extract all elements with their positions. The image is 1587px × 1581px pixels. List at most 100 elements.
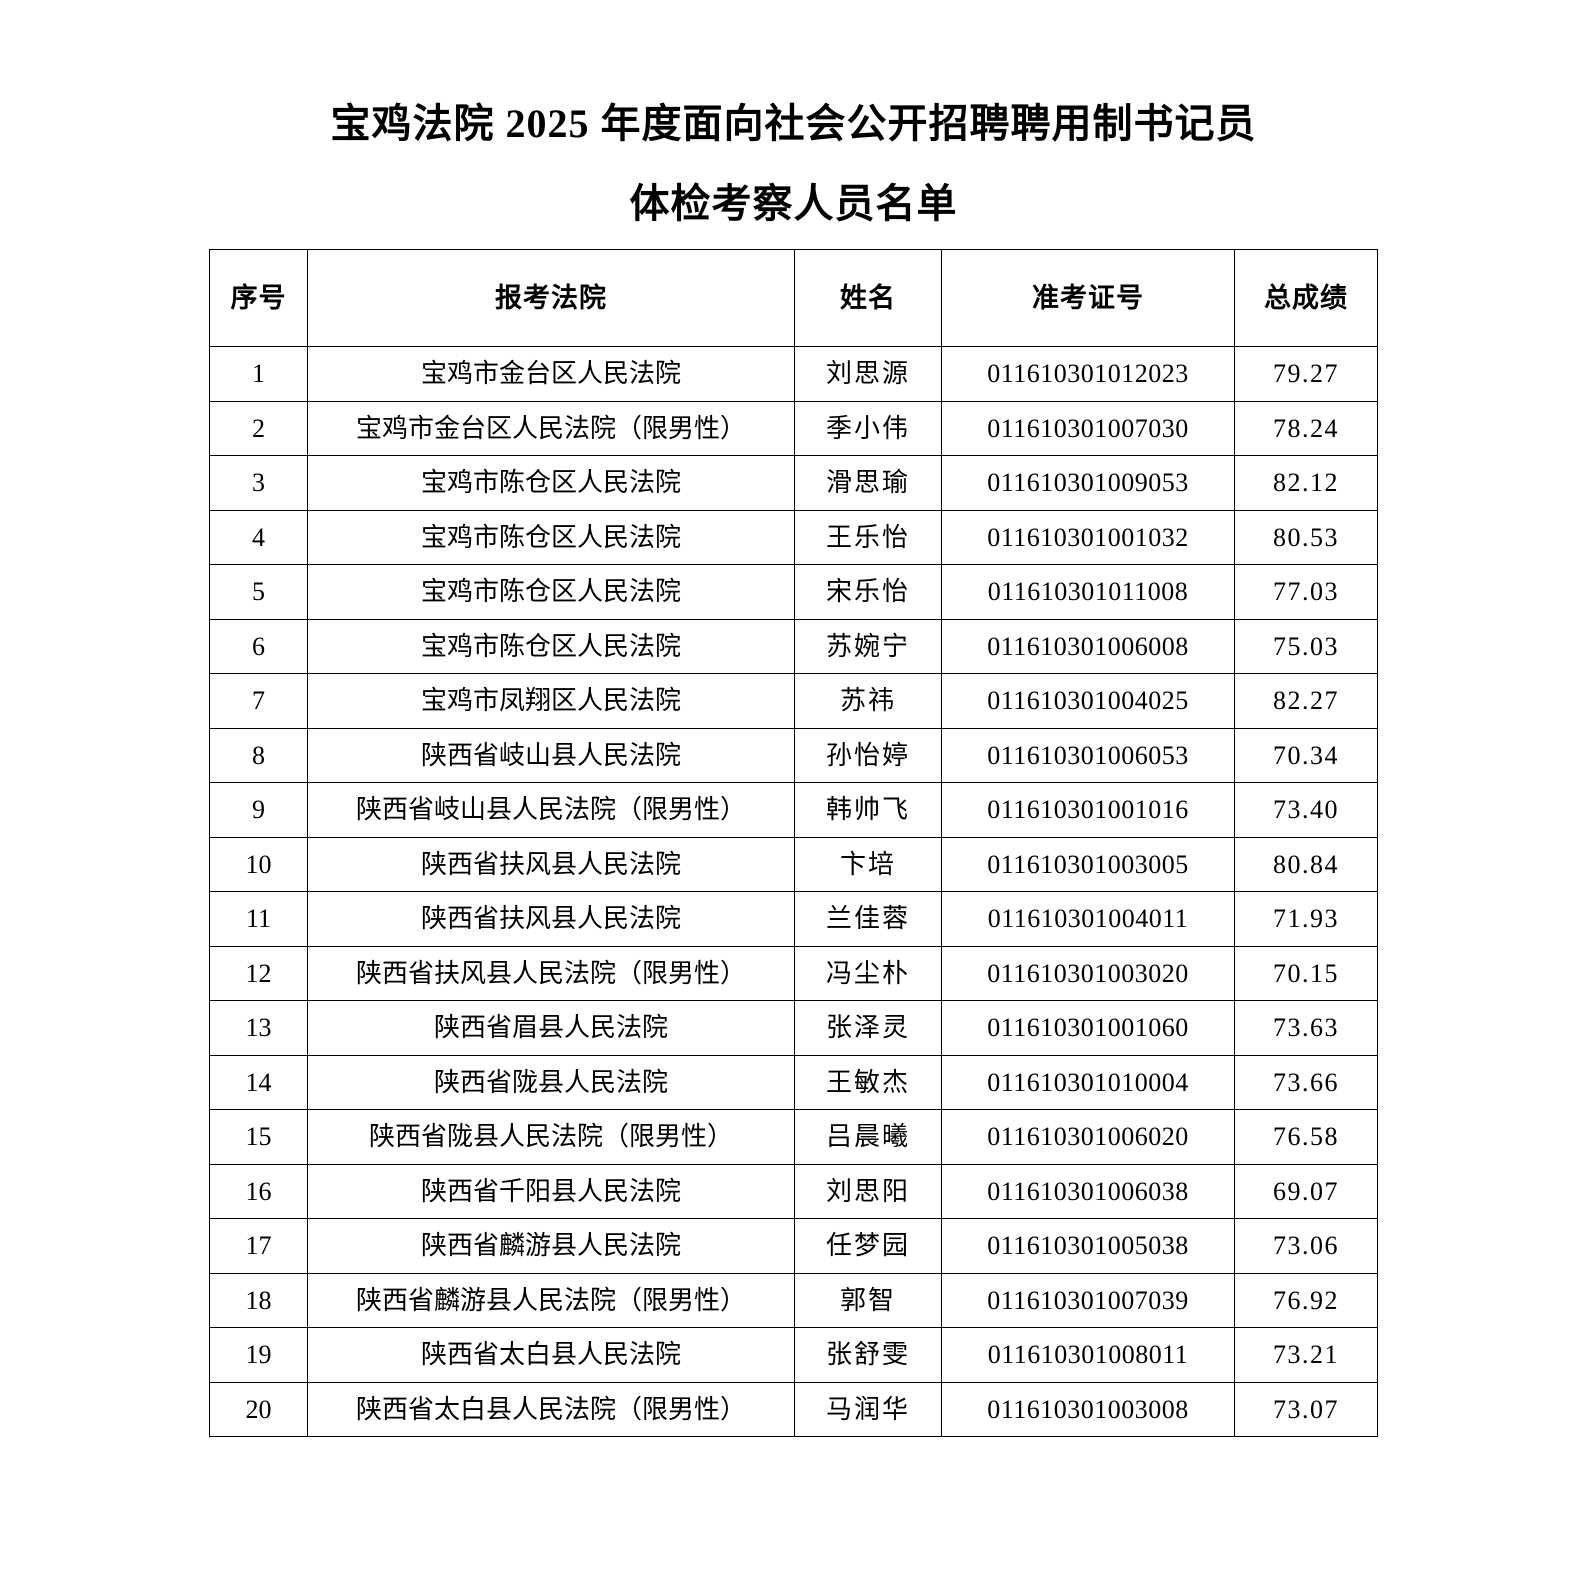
cell-score: 69.07: [1234, 1163, 1378, 1219]
cell-court: 陕西省眉县人民法院: [307, 1000, 795, 1056]
cell-court: 宝鸡市陈仓区人民法院: [307, 455, 795, 511]
table-header-row: 序号 报考法院 姓名 准考证号 总成绩: [209, 249, 1378, 347]
cell-ticket: 011610301007039: [941, 1272, 1235, 1328]
cell-ticket: 011610301001016: [941, 782, 1235, 838]
cell-ticket: 011610301010004: [941, 1054, 1235, 1110]
cell-court: 陕西省陇县人民法院（限男性）: [307, 1109, 795, 1165]
cell-index: 1: [209, 346, 308, 402]
cell-court: 陕西省太白县人民法院: [307, 1327, 795, 1383]
cell-court: 陕西省扶风县人民法院: [307, 836, 795, 892]
cell-name: 滑思瑜: [794, 455, 942, 511]
cell-score: 73.06: [1234, 1218, 1378, 1274]
table-body: 1 宝鸡市金台区人民法院 刘思源 011610301012023 79.27 2 宝鸡市金台…: [209, 346, 1378, 1437]
table-row: 13 陕西省眉县人民法院 张泽灵 011610301001060 73.63: [209, 1000, 1378, 1056]
cell-name: 刘思阳: [794, 1163, 942, 1219]
page-title-line-2: 体检考察人员名单: [629, 181, 958, 226]
cell-ticket: 011610301006020: [941, 1109, 1235, 1165]
cell-name: 张舒雯: [794, 1327, 942, 1383]
roster-table-container: 序号 报考法院 姓名 准考证号 总成绩 1 宝鸡市金台区人民法院 刘思源 011610…: [209, 224, 1379, 1437]
cell-court: 宝鸡市金台区人民法院: [307, 346, 795, 402]
cell-index: 8: [209, 727, 308, 783]
cell-name: 兰佳蓉: [794, 891, 942, 947]
cell-ticket: 011610301001060: [941, 1000, 1235, 1056]
cell-ticket: 011610301011008: [941, 564, 1235, 620]
cell-court: 陕西省麟游县人民法院（限男性）: [307, 1272, 795, 1328]
cell-index: 13: [209, 1000, 308, 1056]
cell-court: 陕西省太白县人民法院（限男性）: [307, 1381, 795, 1437]
cell-score: 78.24: [1234, 400, 1378, 456]
cell-index: 15: [209, 1109, 308, 1165]
cell-score: 75.03: [1234, 618, 1378, 674]
cell-score: 73.21: [1234, 1327, 1378, 1383]
column-header-ticket: 准考证号: [941, 249, 1235, 347]
cell-ticket: 011610301012023: [941, 346, 1235, 402]
cell-ticket: 011610301006008: [941, 618, 1235, 674]
table-row: 17 陕西省麟游县人民法院 任梦园 011610301005038 73.06: [209, 1218, 1378, 1274]
cell-court: 陕西省扶风县人民法院（限男性）: [307, 945, 795, 1001]
cell-score: 73.63: [1234, 1000, 1378, 1056]
cell-court: 宝鸡市陈仓区人民法院: [307, 564, 795, 620]
cell-index: 5: [209, 564, 308, 620]
table-header: 序号 报考法院 姓名 准考证号 总成绩: [209, 249, 1378, 347]
cell-court: 宝鸡市金台区人民法院（限男性）: [307, 400, 795, 456]
cell-score: 73.40: [1234, 782, 1378, 838]
cell-score: 82.27: [1234, 673, 1378, 729]
table-row: 10 陕西省扶风县人民法院 卞培 011610301003005 80.84: [209, 836, 1378, 892]
cell-name: 卞培: [794, 836, 942, 892]
table-row: 8 陕西省岐山县人民法院 孙怡婷 011610301006053 70.34: [209, 727, 1378, 783]
cell-score: 80.53: [1234, 509, 1378, 565]
table-row: 15 陕西省陇县人民法院（限男性） 吕晨曦 011610301006020 76.58: [209, 1109, 1378, 1165]
table-row: 4 宝鸡市陈仓区人民法院 王乐怡 011610301001032 80.53: [209, 509, 1378, 565]
cell-court: 陕西省千阳县人民法院: [307, 1163, 795, 1219]
column-header-index: 序号: [209, 249, 308, 347]
cell-court: 陕西省陇县人民法院: [307, 1054, 795, 1110]
cell-ticket: 011610301005038: [941, 1218, 1235, 1274]
cell-name: 郭智: [794, 1272, 942, 1328]
cell-score: 82.12: [1234, 455, 1378, 511]
cell-name: 韩帅飞: [794, 782, 942, 838]
cell-name: 马润华: [794, 1381, 942, 1437]
cell-ticket: 011610301003020: [941, 945, 1235, 1001]
cell-name: 季小伟: [794, 400, 942, 456]
cell-index: 7: [209, 673, 308, 729]
cell-ticket: 011610301007030: [941, 400, 1235, 456]
cell-score: 70.34: [1234, 727, 1378, 783]
cell-court: 陕西省岐山县人民法院（限男性）: [307, 782, 795, 838]
column-header-score: 总成绩: [1234, 249, 1378, 347]
cell-ticket: 011610301001032: [941, 509, 1235, 565]
table-row: 20 陕西省太白县人民法院（限男性） 马润华 011610301003008 73.07: [209, 1381, 1378, 1437]
cell-index: 19: [209, 1327, 308, 1383]
table-row: 14 陕西省陇县人民法院 王敏杰 011610301010004 73.66: [209, 1054, 1378, 1110]
table-row: 5 宝鸡市陈仓区人民法院 宋乐怡 011610301011008 77.03: [209, 564, 1378, 620]
table-row: 18 陕西省麟游县人民法院（限男性） 郭智 011610301007039 76.92: [209, 1272, 1378, 1328]
cell-index: 9: [209, 782, 308, 838]
cell-ticket: 011610301003005: [941, 836, 1235, 892]
cell-index: 18: [209, 1272, 308, 1328]
roster-table: 序号 报考法院 姓名 准考证号 总成绩 1 宝鸡市金台区人民法院 刘思源 011610…: [209, 249, 1378, 1437]
table-row: 19 陕西省太白县人民法院 张舒雯 011610301008011 73.21: [209, 1327, 1378, 1383]
cell-name: 任梦园: [794, 1218, 942, 1274]
table-row: 11 陕西省扶风县人民法院 兰佳蓉 011610301004011 71.93: [209, 891, 1378, 947]
cell-index: 16: [209, 1163, 308, 1219]
table-row: 9 陕西省岐山县人民法院（限男性） 韩帅飞 011610301001016 73.40: [209, 782, 1378, 838]
table-row: 1 宝鸡市金台区人民法院 刘思源 011610301012023 79.27: [209, 346, 1378, 402]
cell-name: 冯尘朴: [794, 945, 942, 1001]
cell-score: 77.03: [1234, 564, 1378, 620]
table-row: 3 宝鸡市陈仓区人民法院 滑思瑜 011610301009053 82.12: [209, 455, 1378, 511]
cell-index: 3: [209, 455, 308, 511]
cell-ticket: 011610301004025: [941, 673, 1235, 729]
cell-index: 4: [209, 509, 308, 565]
cell-score: 79.27: [1234, 346, 1378, 402]
cell-court: 宝鸡市凤翔区人民法院: [307, 673, 795, 729]
cell-ticket: 011610301004011: [941, 891, 1235, 947]
table-row: 7 宝鸡市凤翔区人民法院 苏祎 011610301004025 82.27: [209, 673, 1378, 729]
cell-ticket: 011610301003008: [941, 1381, 1235, 1437]
cell-name: 苏祎: [794, 673, 942, 729]
cell-ticket: 011610301006038: [941, 1163, 1235, 1219]
cell-court: 陕西省麟游县人民法院: [307, 1218, 795, 1274]
cell-ticket: 011610301008011: [941, 1327, 1235, 1383]
cell-index: 2: [209, 400, 308, 456]
cell-index: 14: [209, 1054, 308, 1110]
cell-ticket: 011610301006053: [941, 727, 1235, 783]
cell-score: 76.92: [1234, 1272, 1378, 1328]
